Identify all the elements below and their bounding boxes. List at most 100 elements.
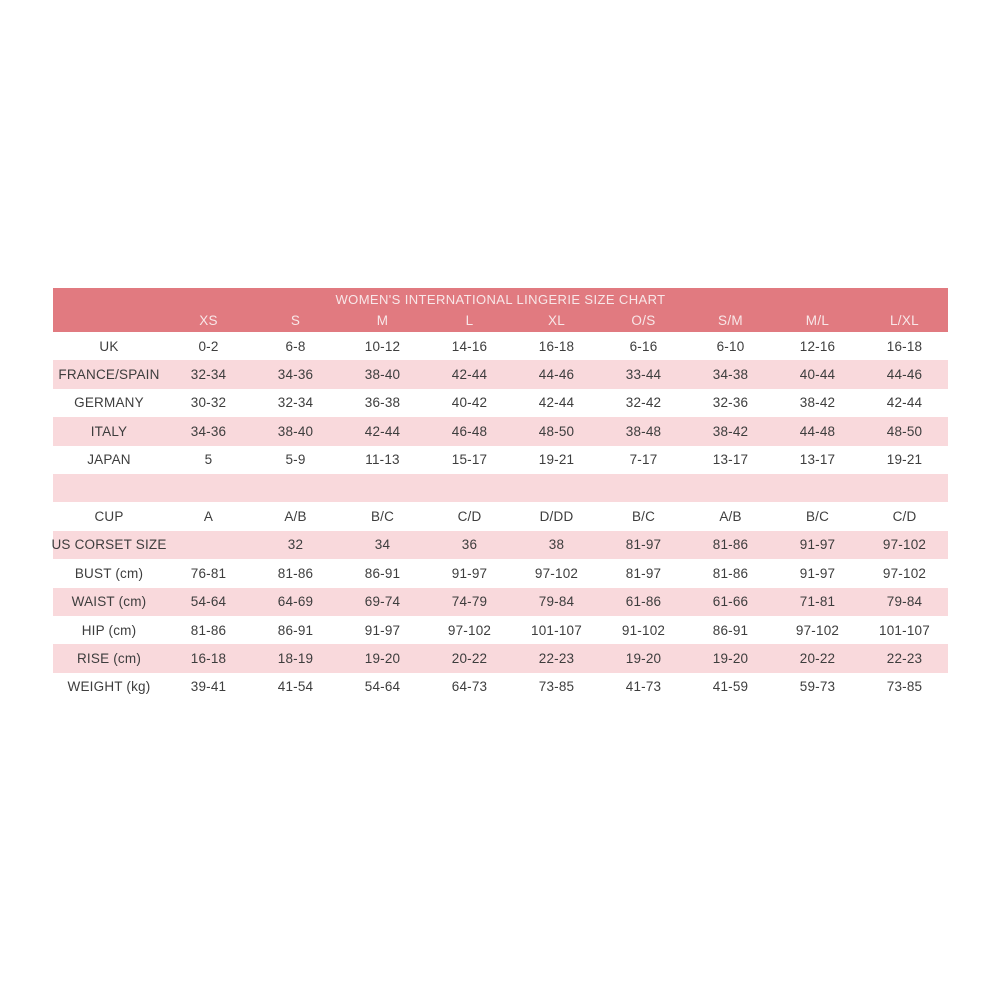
row-label: CUP xyxy=(94,509,124,525)
table-cell: 101-107 xyxy=(531,622,582,638)
table-row: FRANCE/SPAIN 32-34 34-36 38-40 42-44 44-46 33-… xyxy=(53,360,948,389)
table-cell: 0-2 xyxy=(198,338,219,354)
table-cell: 38-40 xyxy=(364,367,401,383)
table-cell xyxy=(600,474,687,502)
table-cell: 91-102 xyxy=(621,622,666,638)
column-header: XS xyxy=(199,313,218,328)
row-label: BUST (cm) xyxy=(74,565,144,581)
table-cell: 5-9 xyxy=(285,452,306,468)
table-header: WOMEN'S INTERNATIONAL LINGERIE SIZE CHAR… xyxy=(53,288,948,332)
table-cell: 41-54 xyxy=(277,679,314,695)
table-cell: 12-16 xyxy=(799,338,836,354)
table-cell: 38-48 xyxy=(625,423,662,439)
table-cell: B/C xyxy=(805,509,830,525)
table-cell: 13-17 xyxy=(712,452,749,468)
table-cell: 44-46 xyxy=(886,367,923,383)
table-cell: 44-48 xyxy=(799,423,836,439)
table-cell: 38-42 xyxy=(712,423,749,439)
table-row: HIP (cm) 81-86 86-91 91-97 97-102 101-107 91-1… xyxy=(53,615,948,645)
table-cell: 38-42 xyxy=(799,395,836,411)
table-cell xyxy=(687,474,774,502)
table-cell: 41-73 xyxy=(625,679,662,695)
row-label: WAIST (cm) xyxy=(71,594,147,610)
table-cell: 73-85 xyxy=(886,679,923,695)
table-cell: 81-86 xyxy=(712,537,749,553)
row-label-column-header xyxy=(53,309,165,332)
table-row: BUST (cm) 76-81 81-86 86-91 91-97 97-102 81-97… xyxy=(53,559,948,588)
row-label: RISE (cm) xyxy=(76,650,142,666)
table-cell: 79-84 xyxy=(538,594,575,610)
table-cell: 54-64 xyxy=(190,594,227,610)
table-cell: 86-91 xyxy=(712,622,749,638)
table-cell: 81-86 xyxy=(712,565,749,581)
table-cell: 11-13 xyxy=(365,452,400,468)
table-cell: 86-91 xyxy=(277,622,314,638)
table-cell: 5 xyxy=(204,452,213,468)
column-header: L xyxy=(465,313,474,328)
column-header: L/XL xyxy=(890,313,919,328)
column-header: S/M xyxy=(718,313,743,328)
table-cell: 97-102 xyxy=(447,622,492,638)
table-cell: 46-48 xyxy=(451,423,488,439)
table-cell: 41-59 xyxy=(712,679,749,695)
table-cell: 19-20 xyxy=(625,650,662,666)
table-cell xyxy=(252,474,339,502)
column-header: XL xyxy=(547,313,566,328)
table-cell xyxy=(339,474,426,502)
table-cell: 32 xyxy=(287,537,304,553)
row-label: US CORSET SIZE xyxy=(51,537,167,553)
table-cell: 40-42 xyxy=(451,395,488,411)
table-cell: 81-97 xyxy=(625,537,662,553)
column-header: M xyxy=(376,313,389,328)
table-cell: 42-44 xyxy=(364,423,401,439)
table-cell: 19-21 xyxy=(886,452,923,468)
table-cell: 71-81 xyxy=(799,594,836,610)
table-cell: 61-66 xyxy=(712,594,749,610)
table-body: UK 0-2 6-8 10-12 14-16 16-18 6-16 6-10 12-16 16-1… xyxy=(51,332,948,702)
table-cell: 6-8 xyxy=(285,338,306,354)
row-label: ITALY xyxy=(90,423,128,439)
table-cell xyxy=(513,474,600,502)
table-cell: 38-40 xyxy=(277,423,314,439)
table-cell: 19-20 xyxy=(712,650,749,666)
table-cell: 33-44 xyxy=(625,367,662,383)
table-row: JAPAN 5 5-9 11-13 15-17 19-21 7-17 13-17 13-17 19… xyxy=(53,445,948,474)
column-header: M/L xyxy=(805,313,830,328)
table-cell: 16-18 xyxy=(190,650,227,666)
table-cell: 20-22 xyxy=(451,650,488,666)
column-header: O/S xyxy=(631,313,656,328)
table-cell: 73-85 xyxy=(538,679,575,695)
table-cell: 38 xyxy=(548,537,565,553)
column-header-row: XS S M L XL O/S S/M M/L L/XL xyxy=(53,309,948,332)
table-cell: A xyxy=(203,509,214,525)
table-cell: 59-73 xyxy=(799,679,836,695)
table-cell: A/B xyxy=(284,509,307,525)
table-cell: 19-20 xyxy=(364,650,401,666)
table-cell: B/C xyxy=(631,509,656,525)
table-cell: 34-36 xyxy=(190,423,227,439)
table-cell: 34 xyxy=(374,537,391,553)
table-cell: 36 xyxy=(461,537,478,553)
table-cell xyxy=(861,474,948,502)
table-cell: 91-97 xyxy=(799,537,836,553)
table-row: ITALY 34-36 38-40 42-44 46-48 48-50 38-48 38-42… xyxy=(53,417,948,446)
table-cell: 76-81 xyxy=(190,565,227,581)
column-header: S xyxy=(290,313,301,328)
lingerie-size-chart-table: WOMEN'S INTERNATIONAL LINGERIE SIZE CHAR… xyxy=(51,288,948,702)
row-label: HIP (cm) xyxy=(81,622,137,638)
table-cell: 34-36 xyxy=(277,367,314,383)
table-cell: 44-46 xyxy=(538,367,575,383)
table-cell: 64-73 xyxy=(451,679,488,695)
table-row xyxy=(53,473,948,503)
table-cell xyxy=(165,531,252,559)
table-cell: 36-38 xyxy=(364,395,401,411)
row-label: JAPAN xyxy=(87,452,131,468)
table-cell: 97-102 xyxy=(882,565,927,581)
table-cell: 64-69 xyxy=(277,594,314,610)
table-cell: 48-50 xyxy=(538,423,575,439)
table-cell: 30-32 xyxy=(190,395,227,411)
table-cell xyxy=(774,474,861,502)
row-label: WEIGHT (kg) xyxy=(67,679,151,695)
table-cell: C/D xyxy=(892,509,917,525)
table-cell: 7-17 xyxy=(629,452,658,468)
